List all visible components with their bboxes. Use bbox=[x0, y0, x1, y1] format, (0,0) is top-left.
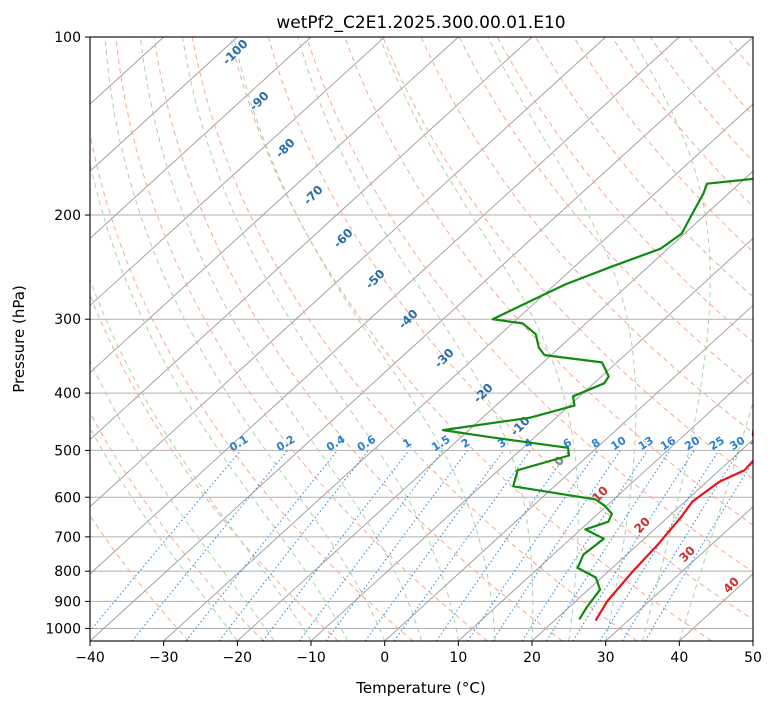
x-tick-label: 0 bbox=[380, 650, 389, 666]
y-tick-label: 300 bbox=[54, 312, 81, 328]
x-axis-label: Temperature (°C) bbox=[355, 679, 485, 697]
y-axis-label: Pressure (hPa) bbox=[10, 285, 28, 393]
x-tick-label: 30 bbox=[597, 650, 615, 666]
y-tick-label: 600 bbox=[54, 490, 81, 506]
x-tick-label: 50 bbox=[744, 650, 762, 666]
chart-title: wetPf2_C2E1.2025.300.00.01.E10 bbox=[276, 13, 565, 33]
x-tick-label: 20 bbox=[523, 650, 541, 666]
y-tick-label: 100 bbox=[54, 30, 81, 46]
y-tick-label: 900 bbox=[54, 594, 81, 610]
y-tick-label: 500 bbox=[54, 443, 81, 459]
x-tick-label: −20 bbox=[223, 650, 253, 666]
x-tick-label: 40 bbox=[670, 650, 688, 666]
x-tick-label: 10 bbox=[449, 650, 467, 666]
y-tick-label: 200 bbox=[54, 208, 81, 224]
y-tick-label: 400 bbox=[54, 386, 81, 402]
y-tick-label: 1000 bbox=[45, 621, 81, 637]
y-tick-label: 800 bbox=[54, 564, 81, 580]
x-tick-label: −30 bbox=[149, 650, 179, 666]
x-tick-label: −40 bbox=[75, 650, 105, 666]
x-tick-label: −10 bbox=[296, 650, 326, 666]
y-tick-label: 700 bbox=[54, 530, 81, 546]
